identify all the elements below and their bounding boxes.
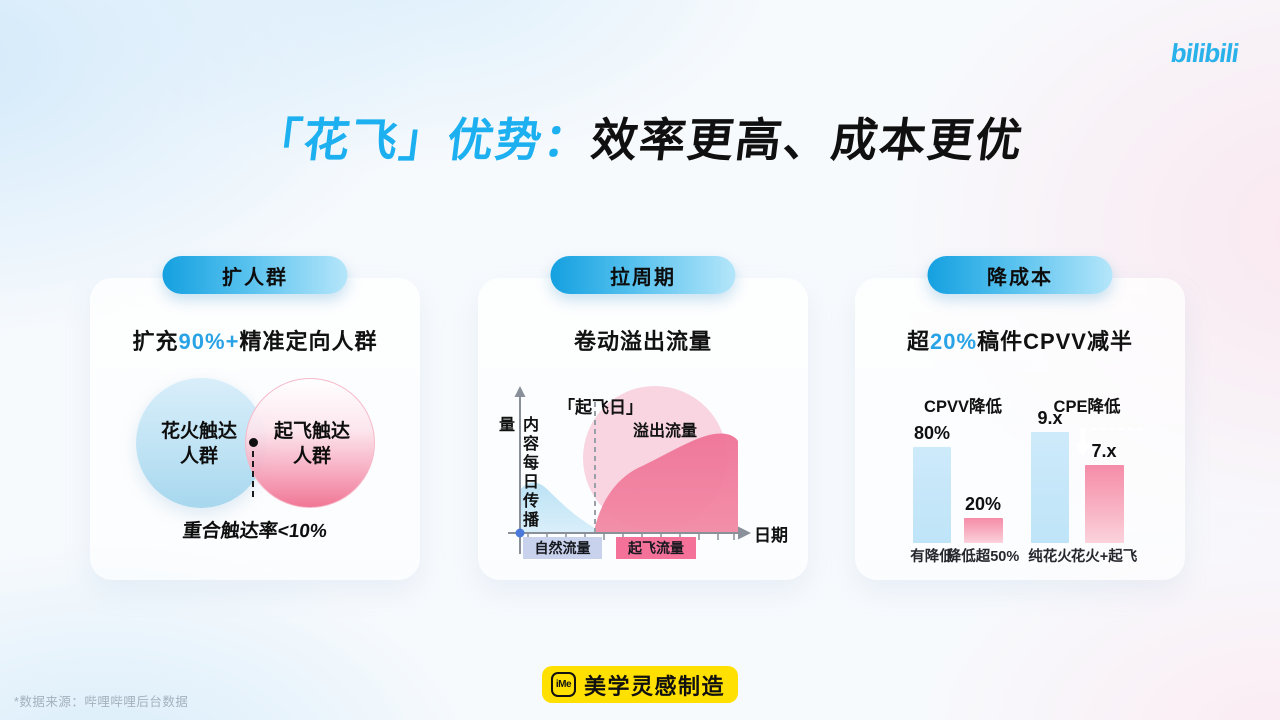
data-source-footnote: *数据来源：哔哩哔哩后台数据 — [14, 695, 189, 709]
card-extend-cycle: 拉周期 卷动溢出流量 — [478, 256, 808, 580]
title-highlight: 「花飞」优势： — [252, 114, 595, 166]
venn-overlap-caption: 重合触达率<10% — [181, 521, 328, 542]
card1-heading-highlight: 90%+ — [178, 329, 240, 354]
y-axis-arrow — [514, 386, 526, 397]
ime-footer-logo: iMe 美学灵感制造 — [541, 666, 739, 703]
takeoff-day-label: 「起飞日」 — [558, 398, 643, 417]
footer-slogan: 美学灵感制造 — [583, 673, 726, 699]
card1-heading: 扩充90%+精准定向人群 — [90, 324, 420, 356]
card1-heading-post: 精准定向人群 — [239, 329, 378, 354]
bar-cpe-huahuo — [1031, 432, 1069, 543]
bar-value-9x: 9.x — [1037, 408, 1063, 428]
card-expand-audience: 扩人群 扩充90%+精准定向人群 花火触达 人群 起飞触达 人群 重合触达率<1… — [90, 256, 420, 580]
legend-boost-traffic: 起飞流量 — [616, 537, 696, 559]
x-axis-arrow — [738, 526, 751, 540]
bar-cpvv-reduced — [913, 447, 951, 543]
venn-overlap-dot — [249, 438, 258, 447]
bar-cat-reduced: 有降低 — [910, 549, 954, 565]
bar-group-title-cpvv: CPVV降低 — [924, 398, 1002, 416]
bar-cpvv-over50 — [964, 518, 1003, 543]
venn-label-huahuo-line1: 花火触达 — [160, 421, 237, 442]
bar-group-title-cpe: CPE降低 — [1053, 398, 1121, 416]
bar-cat-over50: 降低超50% — [946, 549, 1020, 565]
card2-heading: 卷动溢出流量 — [573, 329, 712, 354]
card1-heading-pre: 扩充 — [132, 329, 179, 354]
decrease-dashed-line — [1091, 428, 1143, 430]
bar-cat-huahuo-qifei: 花火+起飞 — [1070, 549, 1138, 565]
card3-heading: 超20%稿件CPVV减半 — [855, 324, 1185, 356]
venn-label-qifei: 起飞触达 人群 — [247, 420, 377, 469]
ime-icon: iMe — [550, 672, 576, 697]
venn-circle-huahuo — [136, 378, 266, 508]
card3-heading-post: 稿件CPVV减半 — [977, 329, 1133, 354]
x-axis-label: 日期 — [754, 526, 788, 545]
venn-circle-qifei — [245, 378, 375, 508]
venn-dashed-pointer — [252, 451, 254, 497]
bar-cpe-huahuo-qifei — [1085, 465, 1124, 543]
bilibili-logo: bilibili — [1168, 38, 1241, 68]
card-reduce-cost: 降成本 超20%稿件CPVV减半 CPVV降低 CPE降低 80% 20% 9.… — [855, 256, 1185, 580]
badge-extend-cycle: 拉周期 — [550, 256, 736, 294]
natural-traffic-area — [520, 482, 604, 533]
bar-value-80: 80% — [913, 423, 951, 443]
card3-heading-highlight: 20% — [930, 329, 978, 354]
page-title: 「花飞」优势：效率更高、成本更优 — [0, 104, 1280, 170]
origin-dot — [515, 528, 525, 538]
title-rest: 效率更高、成本更优 — [588, 114, 1027, 166]
bar-cat-huahuo: 纯花火 — [1028, 549, 1072, 565]
y-axis-label: 内容每日传播量 — [496, 416, 537, 530]
legend-natural-traffic: 自然流量 — [523, 537, 602, 559]
bar-value-20: 20% — [964, 494, 1002, 514]
venn-label-qifei-line2: 人群 — [292, 445, 331, 467]
traffic-area-chart — [508, 386, 751, 554]
bar-value-7x: 7.x — [1091, 441, 1117, 461]
decrease-arrow-icon — [1075, 428, 1091, 457]
venn-label-huahuo: 花火触达 人群 — [134, 420, 264, 469]
venn-label-huahuo-line2: 人群 — [179, 445, 218, 467]
badge-reduce-cost: 降成本 — [927, 256, 1113, 294]
card3-heading-pre: 超 — [907, 329, 931, 354]
spill-traffic-label: 溢出流量 — [632, 423, 697, 440]
badge-expand-audience: 扩人群 — [162, 256, 348, 294]
boost-traffic-area — [595, 433, 738, 533]
venn-label-qifei-line1: 起飞触达 — [273, 421, 350, 442]
